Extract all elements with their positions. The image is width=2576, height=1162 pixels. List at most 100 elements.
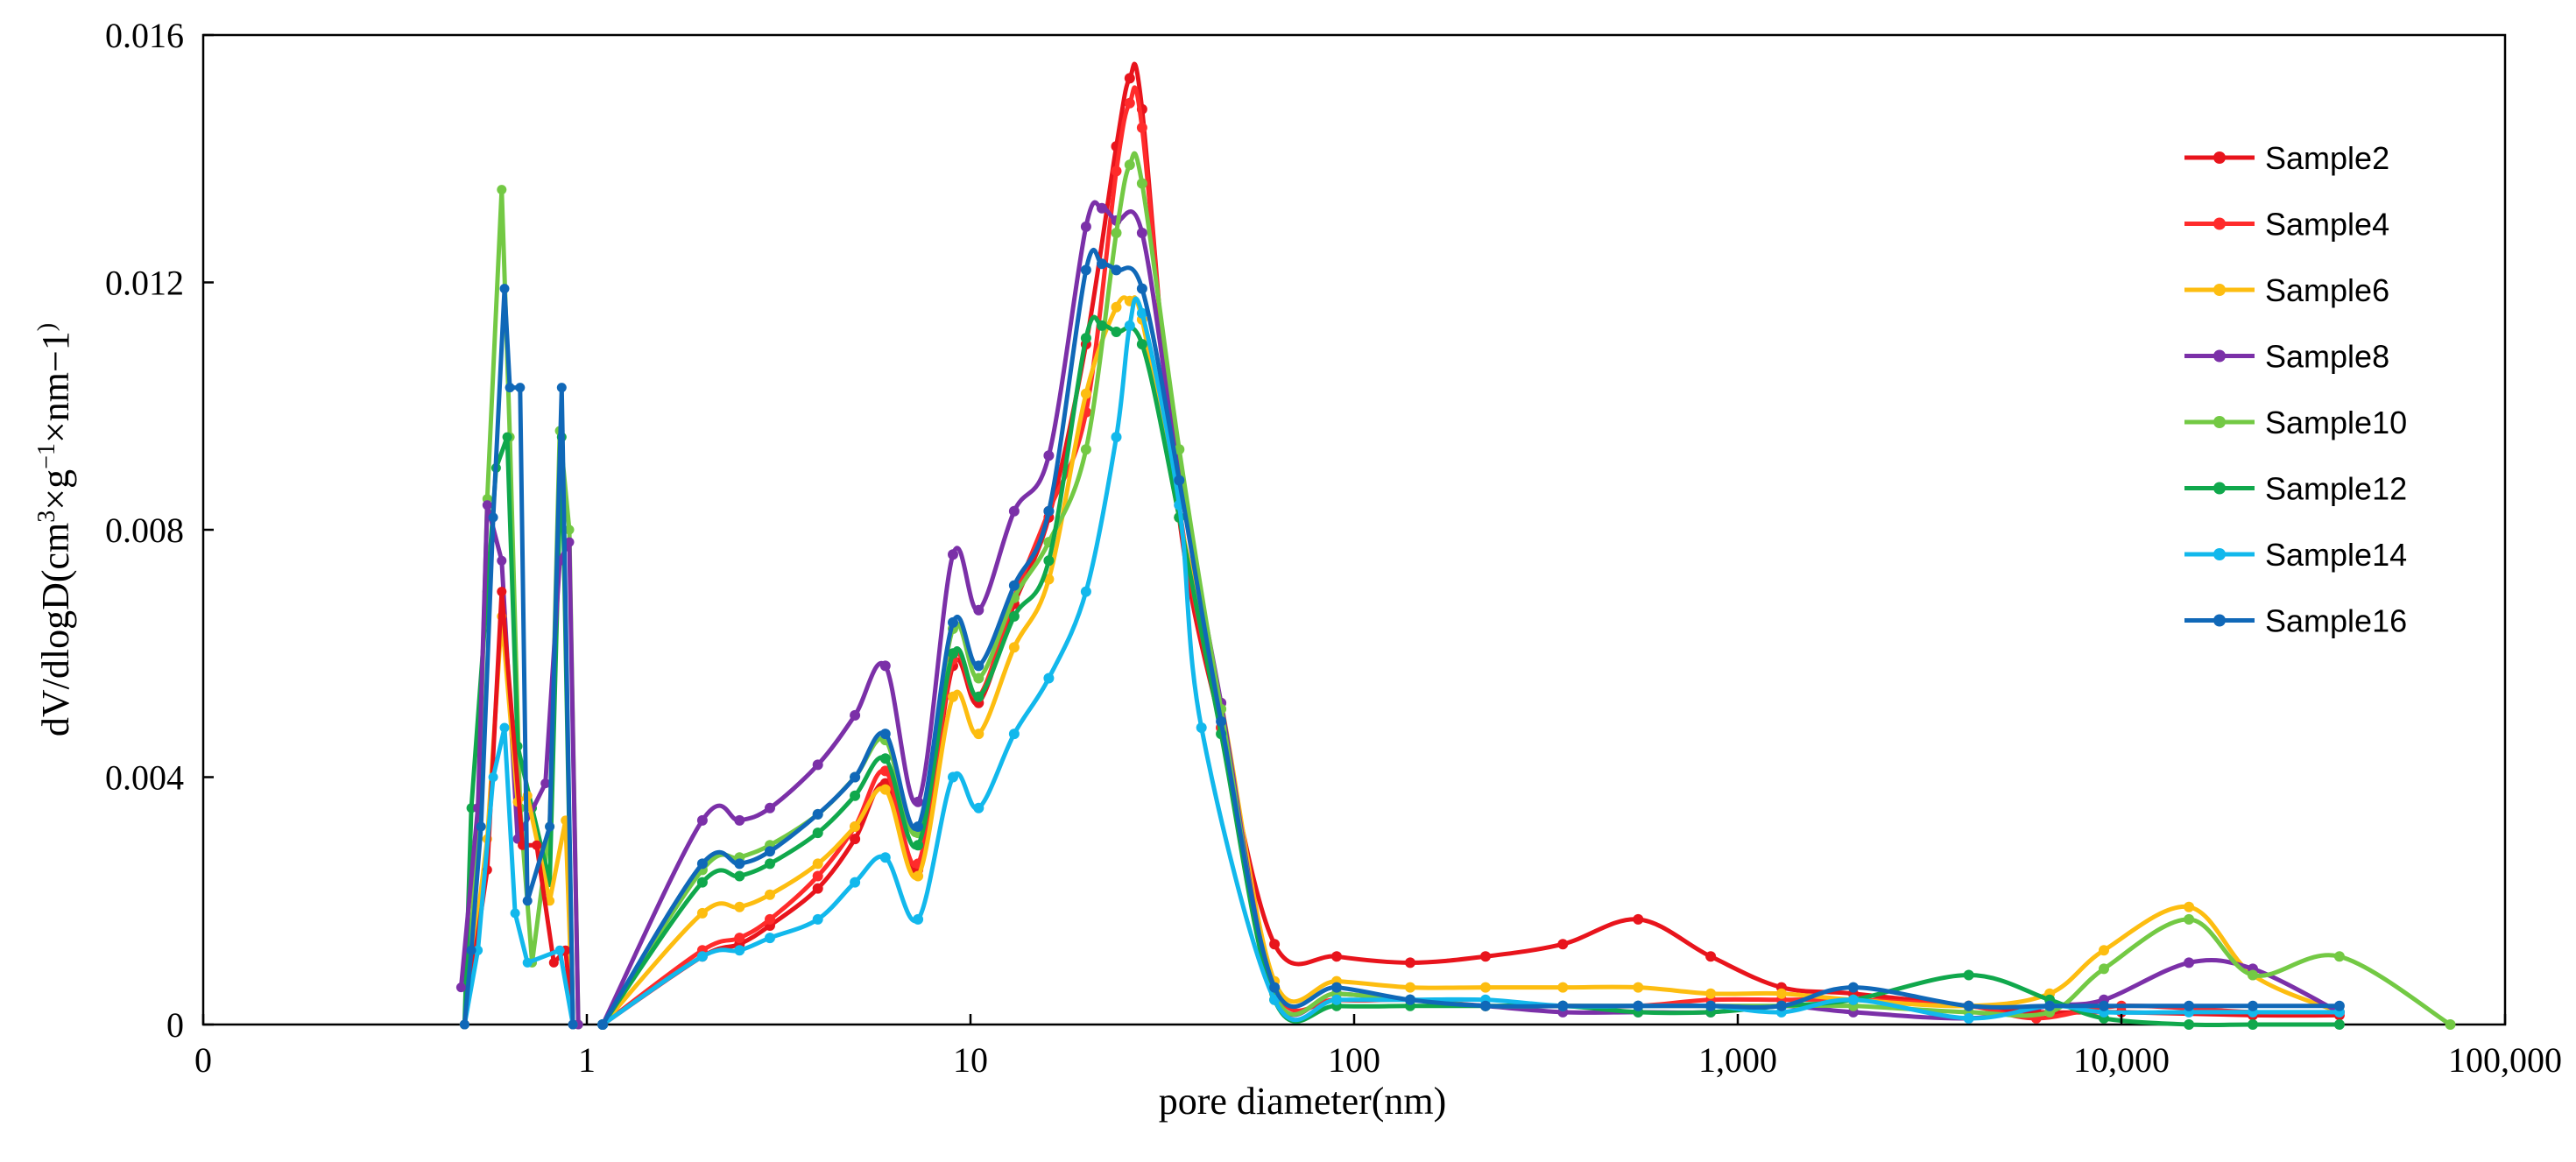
data-point [2099,1000,2109,1011]
data-point [1963,1012,1974,1024]
legend-swatch-marker [2213,416,2226,428]
data-point [1043,505,1055,517]
data-point [1705,1000,1717,1011]
data-point [765,858,775,870]
data-point [2099,963,2109,975]
series-sample10 [597,151,2456,1030]
data-point [1080,264,1091,276]
data-point [734,945,745,956]
data-point [597,1019,609,1030]
data-point [1097,320,1107,331]
data-point [1269,939,1281,950]
legend-swatch-marker [2213,217,2226,230]
data-point [850,790,861,801]
data-point [1405,957,1415,968]
series-line-sample10 [600,151,2452,1027]
data-point [1080,388,1091,399]
legend-swatch-marker [2213,482,2226,495]
data-point [913,840,924,851]
data-point [1043,673,1055,684]
data-point [1705,951,1717,962]
data-point [2184,957,2195,968]
data-point [2184,901,2195,912]
data-point [1111,432,1122,443]
spike-point [502,432,512,442]
legend-swatch-marker [2213,548,2226,560]
data-point [1174,475,1185,486]
legend-swatch-marker [2213,284,2226,296]
data-point [1331,982,1342,993]
legend-label: Sample12 [2265,471,2407,507]
spike-point [554,945,565,955]
data-point [973,691,985,702]
data-point [1080,586,1091,597]
series-sample6 [597,295,2345,1030]
data-point [1633,982,1644,993]
data-point [1847,982,1859,993]
spike-point [510,908,520,919]
data-point [948,691,958,702]
data-point [812,883,823,894]
data-point [1136,122,1147,133]
y-axis-title-part: × [34,489,77,511]
spike-point [459,1019,469,1030]
data-point [879,729,891,740]
data-point [1557,982,1569,993]
data-point [1331,951,1342,962]
data-point [973,673,985,684]
data-point [696,858,708,870]
data-point [765,889,775,900]
legend-swatch-marker [2213,614,2226,627]
legend-label: Sample10 [2265,405,2407,440]
data-point [973,660,985,672]
data-point [1008,729,1020,740]
data-point [1633,1000,1644,1011]
y-tick-label: 0.008 [105,511,184,550]
data-point [1136,307,1147,319]
y-tick-label: 0.004 [105,758,184,798]
x-tick-label: 1 [578,1040,596,1080]
data-point [1705,988,1717,999]
y-tick-label: 0.012 [105,264,184,303]
data-point [2445,1019,2456,1030]
spike-point [548,957,559,968]
x-tick-label: 0 [194,1040,212,1080]
data-point [948,549,958,560]
data-point [2184,1000,2195,1011]
y-axis-title-part: × [34,421,77,443]
spike-point [455,982,466,993]
data-point [879,660,891,672]
data-point [1008,505,1020,517]
legend-item-sample2: Sample2 [2184,140,2389,176]
data-point [1775,988,1787,999]
spike-point [545,821,555,832]
data-point [1216,715,1227,727]
legend-label: Sample14 [2265,537,2407,573]
spike-point [540,778,551,789]
data-point [734,814,745,826]
data-point [1174,444,1185,455]
spike-point [497,185,507,195]
data-point [1043,450,1055,461]
data-point [2184,913,2195,925]
data-point [1269,982,1281,993]
spike-point [476,821,486,832]
series-line-sample6 [600,295,2342,1027]
data-point [1111,327,1122,337]
data-point [2099,945,2109,956]
y-axis-title-part: −1 [33,443,60,469]
legend-item-sample14: Sample14 [2184,537,2407,573]
x-tick-label: 10,000 [2073,1040,2170,1080]
legend-swatch-marker [2213,349,2226,363]
data-point [973,729,985,740]
series-sample16 [597,248,2345,1030]
data-point [1008,580,1020,591]
data-point [913,796,924,807]
x-tick-label: 1,000 [1698,1040,1777,1080]
spike-point [556,383,567,393]
data-point [1111,165,1122,177]
data-point [2333,951,2345,962]
data-point [1480,1000,1491,1011]
y-tick-label: 0 [166,1005,184,1045]
data-point [1124,97,1135,109]
